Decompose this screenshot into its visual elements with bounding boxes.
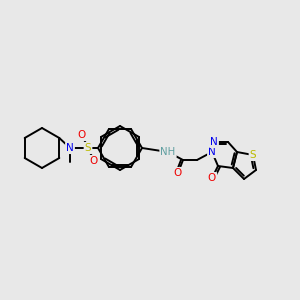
Text: O: O (90, 156, 98, 166)
Text: O: O (174, 168, 182, 178)
Text: O: O (78, 130, 86, 140)
Text: NH: NH (160, 147, 175, 157)
Text: S: S (85, 143, 91, 153)
Text: O: O (208, 173, 216, 183)
Text: N: N (66, 143, 74, 153)
Text: N: N (208, 147, 216, 157)
Text: S: S (250, 150, 256, 160)
Text: N: N (210, 137, 218, 147)
